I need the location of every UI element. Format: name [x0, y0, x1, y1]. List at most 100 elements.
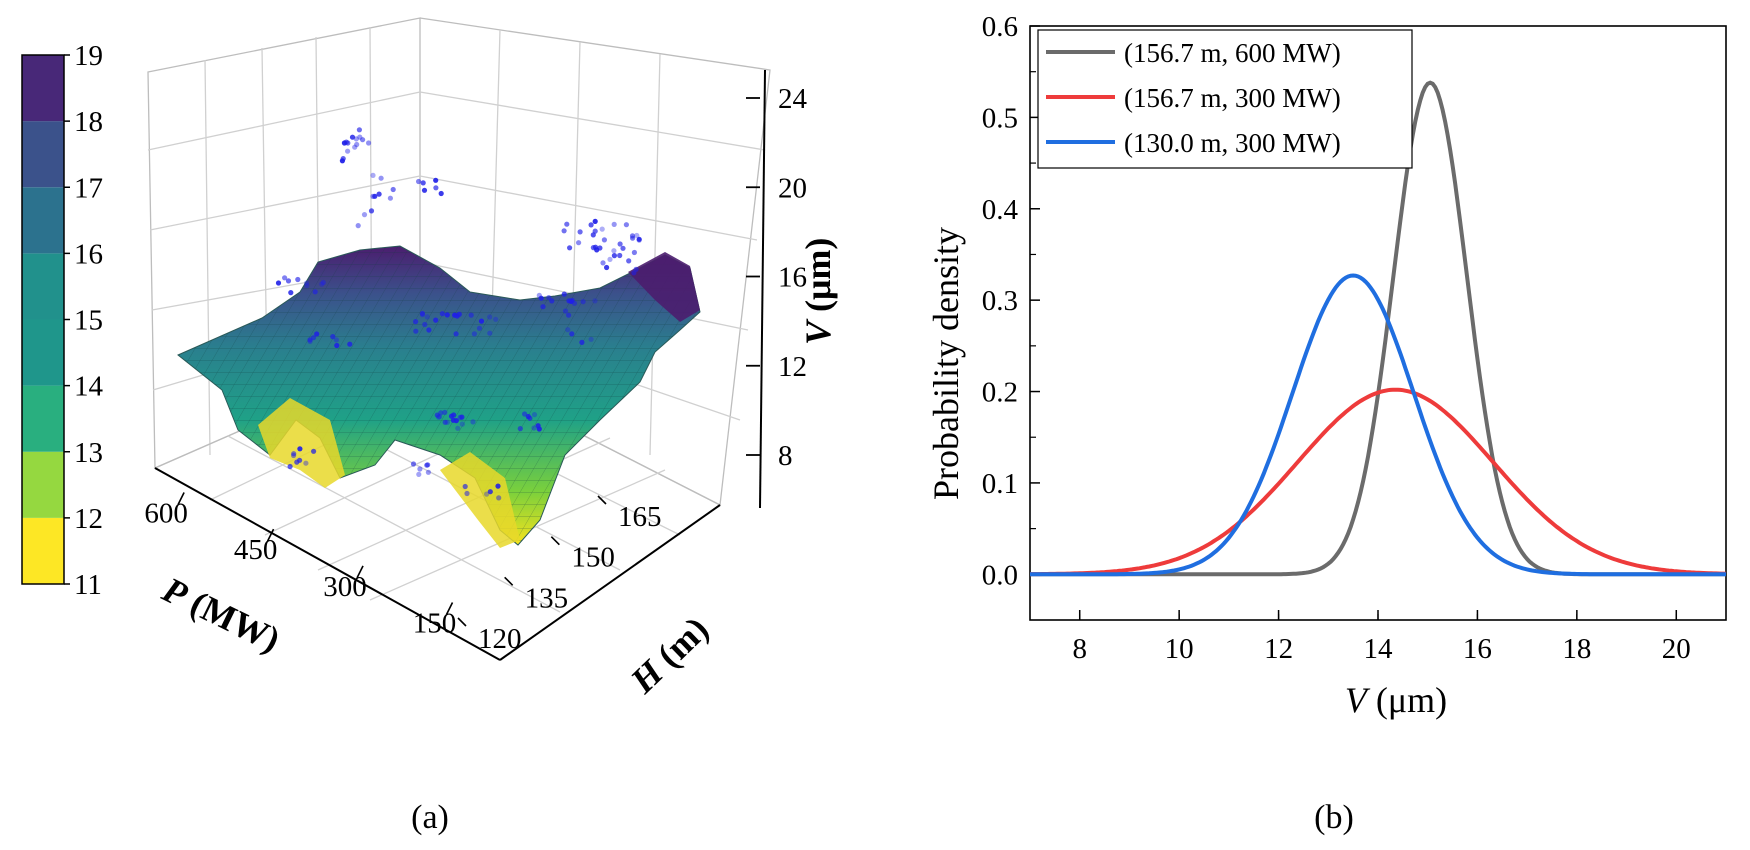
y-tick-label: 0.6 — [982, 11, 1018, 43]
scatter-point — [525, 413, 531, 420]
scatter-point — [370, 193, 376, 199]
scatter-point — [310, 335, 317, 341]
h-tick-label: 120 — [478, 623, 522, 655]
scatter-point — [349, 134, 356, 140]
scatter-point — [361, 212, 368, 218]
scatter-point — [562, 308, 569, 314]
z-tick-label: 20 — [778, 172, 807, 204]
scatter-point — [471, 331, 477, 337]
z-tick-label: 24 — [778, 83, 808, 115]
scatter-point — [433, 177, 439, 183]
scatter-point — [288, 290, 294, 296]
colorbar-tick-label: 15 — [74, 305, 103, 337]
scatter-point — [577, 229, 583, 235]
axis-lines — [154, 69, 766, 661]
scatter-point — [354, 141, 360, 148]
x-tick-label: 8 — [1072, 633, 1087, 665]
surface-mesh — [178, 246, 700, 545]
scatter-point — [410, 461, 417, 467]
colorbar: 11 12 13 14 15 16 17 18 19 — [21, 40, 104, 601]
scatter-point — [333, 337, 339, 343]
scatter-point — [370, 172, 376, 178]
colorbar-segment — [22, 319, 64, 386]
scatter-point — [561, 291, 567, 297]
colorbar-segment — [22, 121, 64, 188]
colorbar-tick-label: 16 — [74, 238, 103, 270]
scatter-point — [611, 253, 618, 259]
scatter-point — [634, 232, 640, 239]
scatter-point — [476, 325, 483, 331]
scatter-point — [390, 186, 396, 193]
scatter-point — [496, 495, 502, 501]
legend-entry: (156.7 m, 600 MW) — [1046, 38, 1341, 68]
scatter-point — [611, 221, 617, 227]
scatter-point — [291, 452, 297, 459]
scatter-point — [343, 139, 349, 145]
scatter-point — [487, 314, 493, 320]
scatter-point — [285, 278, 292, 284]
scatter-point — [493, 316, 499, 322]
scatter-point — [588, 336, 594, 342]
p-axis-label: P (MW) — [156, 569, 287, 660]
scatter-point — [282, 275, 288, 281]
colorbar-tick-label: 12 — [74, 503, 103, 535]
scatter-point — [470, 419, 476, 425]
p-tick — [445, 602, 454, 615]
scatter-point — [436, 414, 443, 420]
scatter-point — [444, 312, 450, 318]
scatter-point — [599, 226, 605, 232]
scatter-point — [413, 319, 419, 325]
series-line — [1030, 387, 1727, 577]
scatter-point — [626, 258, 632, 264]
scatter-point — [345, 148, 351, 154]
panel-a: 11 12 13 14 15 16 17 18 19 — [21, 17, 838, 836]
scatter-point — [419, 312, 426, 318]
h-tick-label: 150 — [571, 542, 615, 574]
y-tick-label: 0.5 — [982, 102, 1018, 134]
z-tick-label: 12 — [778, 351, 807, 383]
scatter-point — [421, 187, 428, 193]
p-tick-label: 450 — [234, 534, 278, 566]
y-tick-label: 0.4 — [982, 194, 1019, 226]
colorbar-tick-label: 11 — [74, 569, 102, 601]
scatter-point — [287, 463, 293, 470]
scatter-point — [487, 330, 493, 336]
p-tick — [177, 492, 185, 505]
scatter-point — [517, 426, 523, 432]
scatter-point — [433, 317, 439, 323]
p-tick-label: 300 — [323, 571, 367, 603]
scatter-point — [438, 410, 444, 416]
scatter-point — [538, 295, 544, 301]
surface-peak — [628, 252, 700, 322]
scatter-point — [368, 208, 375, 214]
scatter-point — [620, 245, 626, 251]
scatter-point — [590, 245, 597, 251]
scatter-point — [633, 266, 639, 272]
h-tick — [504, 576, 514, 586]
scatter-point — [378, 175, 384, 181]
colorbar-segment — [22, 55, 64, 122]
scatter-point — [522, 411, 528, 417]
x-tick-label: 20 — [1662, 633, 1691, 665]
p-tick — [356, 565, 364, 579]
scatter-point — [567, 245, 573, 251]
scatter-point — [416, 178, 422, 185]
scatter-point — [422, 321, 428, 328]
scatter-point — [478, 318, 485, 324]
series-line — [1030, 273, 1726, 577]
h-tick-label: 165 — [618, 501, 662, 533]
scatter-point — [320, 279, 326, 286]
scatter-point — [275, 280, 282, 286]
scatter-point — [495, 483, 501, 489]
scatter-point — [459, 421, 465, 427]
scatter-point — [420, 180, 426, 186]
scatter-point — [425, 462, 431, 468]
scatter-point — [334, 342, 340, 349]
scatter-point — [426, 327, 432, 333]
colorbar-tick-label: 19 — [74, 40, 103, 72]
legend-label: (130.0 m, 300 MW) — [1124, 128, 1341, 158]
scatter-point — [600, 260, 606, 266]
scatter-point — [366, 140, 372, 146]
h-tick-label: 135 — [525, 582, 569, 614]
scatter-point — [623, 222, 630, 228]
